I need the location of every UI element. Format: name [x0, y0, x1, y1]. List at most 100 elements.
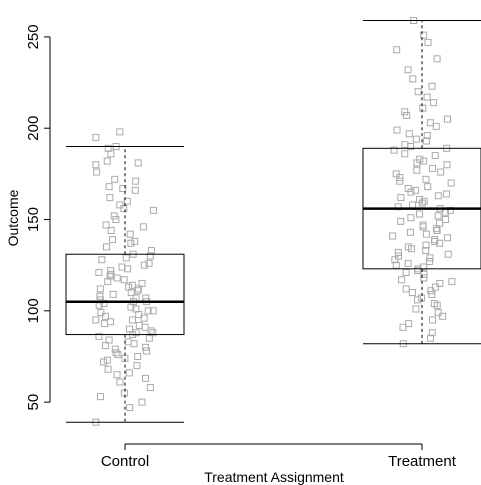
data-point	[112, 216, 120, 224]
boxes	[65, 19, 481, 423]
data-point	[101, 312, 109, 320]
data-point	[422, 175, 430, 183]
data-point	[106, 194, 114, 202]
data-point	[390, 146, 398, 154]
data-point	[103, 157, 111, 165]
data-point	[439, 312, 447, 320]
data-point	[414, 88, 422, 96]
y-tick-label: 250	[25, 24, 42, 49]
data-point	[127, 303, 135, 311]
data-point	[116, 378, 124, 386]
data-point	[124, 265, 132, 273]
data-point	[416, 210, 424, 218]
data-point	[118, 263, 126, 271]
data-point	[431, 237, 439, 245]
data-point	[140, 261, 148, 269]
data-point	[125, 369, 133, 377]
data-point	[392, 170, 400, 178]
data-point	[433, 226, 441, 234]
axes: 50 100 150 200 250 Control Treatment	[25, 24, 457, 470]
data-point	[426, 254, 434, 262]
data-point	[406, 228, 414, 236]
data-point	[131, 237, 139, 245]
data-point	[444, 234, 452, 242]
data-point	[147, 327, 155, 335]
data-point	[394, 248, 402, 256]
data-point	[145, 259, 153, 267]
data-point	[422, 137, 430, 145]
data-point	[127, 239, 135, 247]
data-point	[111, 175, 119, 183]
data-point	[100, 358, 108, 366]
data-point	[442, 190, 450, 198]
data-point	[396, 174, 404, 182]
data-point	[97, 309, 105, 317]
data-point	[135, 321, 143, 329]
data-point	[107, 150, 115, 158]
box-control	[65, 145, 185, 423]
data-point	[149, 307, 157, 315]
data-point	[389, 232, 397, 240]
data-point	[96, 285, 104, 293]
data-point	[110, 212, 118, 220]
data-point	[103, 356, 111, 364]
data-point	[425, 258, 433, 266]
data-point	[404, 66, 412, 74]
data-point	[419, 104, 427, 112]
data-point	[123, 197, 131, 205]
data-point	[392, 261, 400, 269]
data-point	[407, 142, 415, 150]
data-point	[404, 259, 412, 267]
data-point	[143, 347, 151, 355]
data-point	[146, 252, 154, 260]
data-point	[144, 307, 152, 315]
data-point	[134, 159, 142, 167]
data-point	[128, 316, 136, 324]
data-point	[101, 342, 109, 350]
data-point	[420, 157, 428, 165]
data-point	[409, 201, 417, 209]
data-point	[419, 223, 427, 231]
data-point	[100, 320, 108, 328]
data-point	[96, 292, 104, 300]
data-point	[434, 309, 442, 317]
data-point	[444, 250, 452, 258]
data-point	[402, 285, 410, 293]
data-point	[104, 278, 112, 286]
data-point	[112, 349, 120, 357]
data-point	[105, 336, 113, 344]
y-tick-label: 200	[25, 116, 42, 141]
data-point	[427, 287, 435, 295]
data-point	[407, 214, 415, 222]
data-point	[433, 301, 441, 309]
data-point	[431, 283, 439, 291]
data-point	[418, 199, 426, 207]
data-point	[113, 274, 121, 282]
data-point	[434, 212, 442, 220]
data-point	[128, 281, 136, 289]
data-point	[135, 310, 143, 318]
data-point	[102, 221, 110, 229]
data-point	[401, 108, 409, 116]
data-point	[427, 334, 435, 342]
data-point	[448, 278, 456, 286]
data-point	[138, 279, 146, 287]
data-point	[430, 99, 438, 107]
x-tick-label: Treatment	[388, 453, 457, 470]
data-point	[103, 243, 111, 251]
data-point	[139, 223, 147, 231]
data-point	[104, 365, 112, 373]
data-point	[423, 93, 431, 101]
y-tick-label: 100	[25, 298, 42, 323]
data-point	[120, 389, 128, 397]
data-point	[428, 329, 436, 337]
data-point	[405, 130, 413, 138]
data-point	[107, 267, 115, 275]
data-point	[447, 179, 455, 187]
data-point	[428, 82, 436, 90]
data-point	[149, 329, 157, 337]
data-point	[409, 75, 417, 83]
data-point	[401, 150, 409, 158]
data-point	[114, 351, 122, 359]
